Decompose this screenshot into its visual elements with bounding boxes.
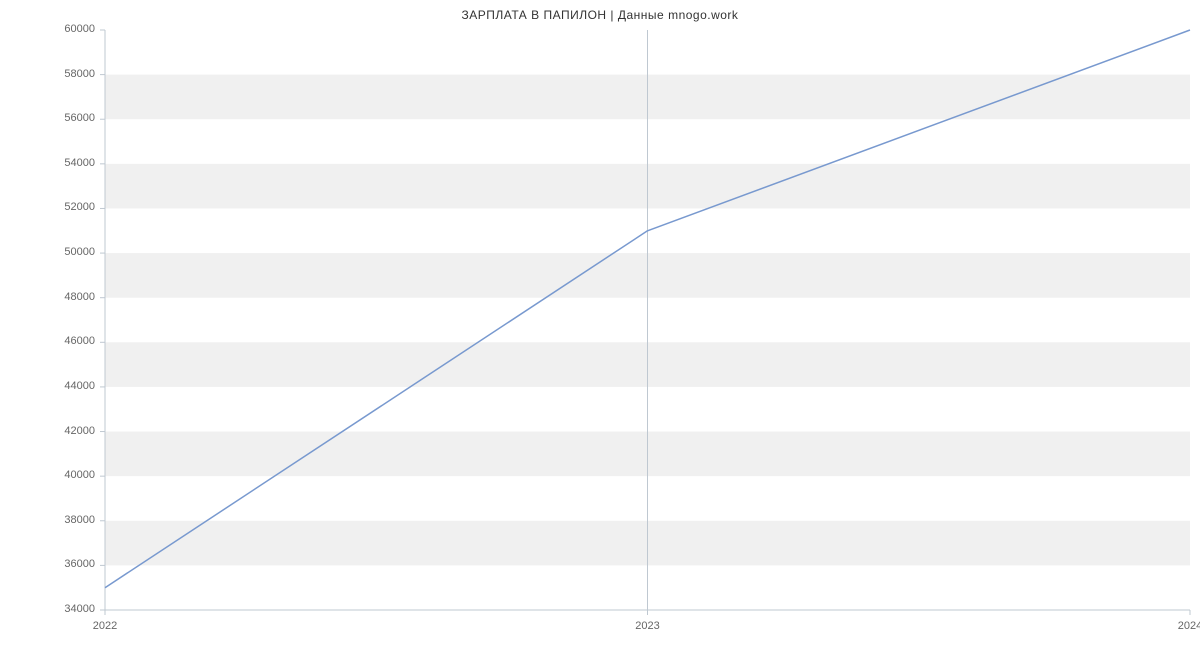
y-tick-label: 36000 (50, 558, 95, 570)
y-tick-label: 56000 (50, 112, 95, 124)
y-tick-label: 46000 (50, 335, 95, 347)
x-tick-label: 2024 (1178, 620, 1200, 632)
y-tick-label: 60000 (50, 23, 95, 35)
y-tick-label: 52000 (50, 201, 95, 213)
y-tick-label: 58000 (50, 68, 95, 80)
x-tick-label: 2023 (635, 620, 659, 632)
plot-area (105, 30, 1190, 610)
chart-title: ЗАРПЛАТА В ПАПИЛОН | Данные mnogo.work (0, 8, 1200, 22)
y-tick-label: 34000 (50, 603, 95, 615)
x-tick-label: 2022 (93, 620, 117, 632)
y-tick-label: 50000 (50, 246, 95, 258)
y-tick-label: 42000 (50, 425, 95, 437)
y-tick-label: 44000 (50, 380, 95, 392)
y-tick-label: 40000 (50, 469, 95, 481)
y-tick-label: 54000 (50, 157, 95, 169)
y-tick-label: 38000 (50, 514, 95, 526)
y-tick-label: 48000 (50, 291, 95, 303)
salary-chart: ЗАРПЛАТА В ПАПИЛОН | Данные mnogo.work 3… (0, 0, 1200, 650)
